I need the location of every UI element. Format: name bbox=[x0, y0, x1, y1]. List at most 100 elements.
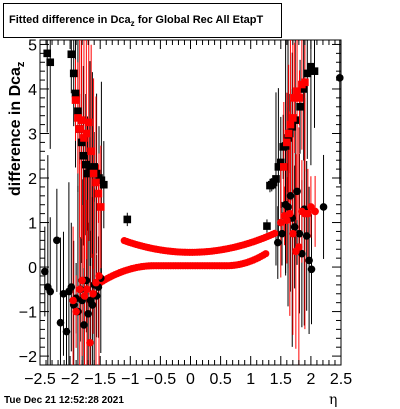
chart-title-subscript: z bbox=[130, 19, 135, 29]
data-point-square bbox=[123, 215, 132, 224]
data-point-circle bbox=[53, 236, 61, 245]
data-point-square bbox=[90, 163, 98, 171]
x-tick-label: −2.5 bbox=[24, 371, 56, 388]
data-point-circle bbox=[78, 276, 86, 285]
data-point-square bbox=[296, 102, 304, 111]
data-point-circle bbox=[302, 232, 311, 240]
data-point-circle bbox=[89, 289, 97, 298]
x-tick-label: 0.5 bbox=[209, 371, 231, 388]
y-axis-label-text: difference in Dcaz bbox=[7, 61, 26, 196]
data-point-circle bbox=[80, 321, 88, 329]
data-point-circle bbox=[80, 292, 89, 300]
y-tick-label: 1 bbox=[28, 216, 37, 233]
data-point-square bbox=[301, 78, 309, 87]
data-point-square bbox=[84, 118, 93, 127]
timestamp: Tue Dec 21 12:52:28 2021 bbox=[4, 395, 124, 406]
x-axis-label: η bbox=[329, 392, 338, 408]
y-tick-label: 0 bbox=[28, 260, 37, 277]
y-tick-label: 5 bbox=[28, 37, 37, 54]
y-tick-label: −1 bbox=[19, 305, 37, 322]
data-point-circle bbox=[289, 229, 297, 238]
data-point-square bbox=[81, 160, 90, 169]
y-tick-label: −2 bbox=[19, 349, 37, 366]
x-tick-label: 1.5 bbox=[270, 371, 292, 388]
x-tick-label: 2 bbox=[306, 371, 315, 388]
data-point-circle bbox=[278, 229, 286, 238]
chart-title-box: Fitted difference in Dcaz for Global Rec… bbox=[3, 3, 282, 38]
data-point-square bbox=[77, 116, 86, 124]
data-point-square bbox=[69, 69, 78, 78]
data-point-square bbox=[272, 175, 280, 183]
data-point-circle bbox=[319, 203, 328, 211]
y-tick-label: 3 bbox=[28, 126, 37, 143]
data-point-circle bbox=[286, 209, 294, 218]
y-tick-label: 2 bbox=[28, 171, 37, 188]
data-point-square bbox=[97, 203, 105, 211]
data-point-square bbox=[67, 50, 76, 59]
data-point-square bbox=[263, 222, 271, 230]
x-tick-label: −1.5 bbox=[84, 371, 116, 388]
data-point-square bbox=[286, 120, 295, 129]
data-point-square bbox=[77, 138, 86, 147]
data-point-square bbox=[71, 89, 80, 98]
data-point-square bbox=[299, 85, 308, 93]
data-point-circle bbox=[286, 192, 295, 200]
data-point-square bbox=[303, 69, 312, 78]
data-point-square bbox=[295, 94, 304, 102]
data-point-square bbox=[310, 67, 319, 75]
data-point-square bbox=[87, 147, 95, 156]
data-point-square bbox=[284, 134, 292, 142]
data-point-circle bbox=[88, 301, 97, 309]
data-point-square bbox=[43, 49, 52, 58]
data-point-circle bbox=[307, 265, 316, 274]
data-point-square bbox=[71, 96, 80, 104]
data-point-square bbox=[82, 129, 91, 138]
red-curve-upper-point bbox=[271, 229, 279, 237]
data-point-square bbox=[307, 62, 315, 71]
data-point-circle bbox=[284, 203, 292, 211]
data-point-circle bbox=[95, 272, 103, 280]
data-point-circle bbox=[295, 243, 303, 251]
y-axis-label-subscript: z bbox=[15, 61, 26, 67]
data-point-circle bbox=[298, 249, 306, 258]
x-tick-label: 2.5 bbox=[330, 371, 352, 388]
data-point-square bbox=[80, 134, 88, 142]
data-point-square bbox=[46, 58, 55, 67]
data-point-circle bbox=[92, 278, 100, 287]
data-point-circle bbox=[305, 256, 313, 265]
data-point-circle bbox=[311, 207, 319, 216]
data-point-square bbox=[74, 107, 82, 116]
x-tick-label: −0.5 bbox=[145, 371, 177, 388]
data-point-circle bbox=[86, 338, 94, 347]
data-point-circle bbox=[41, 267, 49, 276]
red-curve-lower-point bbox=[262, 250, 270, 258]
chart-title-suffix: for Global Rec All EtapT bbox=[134, 14, 264, 26]
data-point-circle bbox=[283, 216, 291, 225]
data-point-square bbox=[293, 87, 301, 95]
data-point-circle bbox=[84, 310, 92, 318]
data-point-circle bbox=[75, 285, 84, 294]
data-point-circle bbox=[290, 223, 299, 231]
data-point-square bbox=[274, 163, 283, 171]
data-point-circle bbox=[67, 283, 76, 291]
data-point-square bbox=[277, 158, 285, 167]
chart-title-main: Fitted difference in Dca bbox=[9, 14, 131, 26]
data-point-square bbox=[100, 180, 108, 189]
data-point-circle bbox=[69, 296, 77, 305]
data-point-square bbox=[94, 189, 103, 198]
data-point-circle bbox=[46, 287, 55, 296]
chart-title: Fitted difference in Dcaz for Global Rec… bbox=[9, 14, 263, 28]
x-tick-label: −2 bbox=[61, 371, 79, 388]
data-point-square bbox=[289, 114, 297, 122]
data-point-circle bbox=[293, 187, 301, 196]
data-point-circle bbox=[277, 218, 285, 227]
data-point-square bbox=[284, 129, 293, 138]
data-point-circle bbox=[62, 327, 71, 336]
data-point-circle bbox=[83, 285, 91, 294]
x-tick-label: 1 bbox=[246, 371, 255, 388]
x-tick-label: −1 bbox=[121, 371, 139, 388]
data-point-circle bbox=[295, 229, 304, 238]
y-axis-label: difference in Dcaz bbox=[7, 61, 26, 196]
